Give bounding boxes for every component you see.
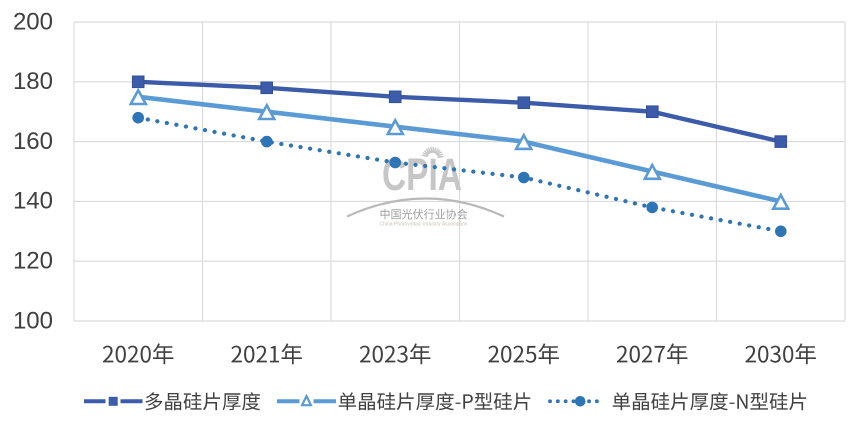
svg-text:120: 120 xyxy=(13,248,53,275)
svg-text:CPIA: CPIA xyxy=(382,149,462,200)
svg-text:100: 100 xyxy=(13,307,53,334)
svg-text:200: 200 xyxy=(13,8,53,35)
svg-text:China Photovoltaic Industry As: China Photovoltaic Industry Association xyxy=(379,221,467,227)
svg-text:140: 140 xyxy=(13,188,53,215)
svg-text:180: 180 xyxy=(13,68,53,95)
svg-text:160: 160 xyxy=(13,128,53,155)
